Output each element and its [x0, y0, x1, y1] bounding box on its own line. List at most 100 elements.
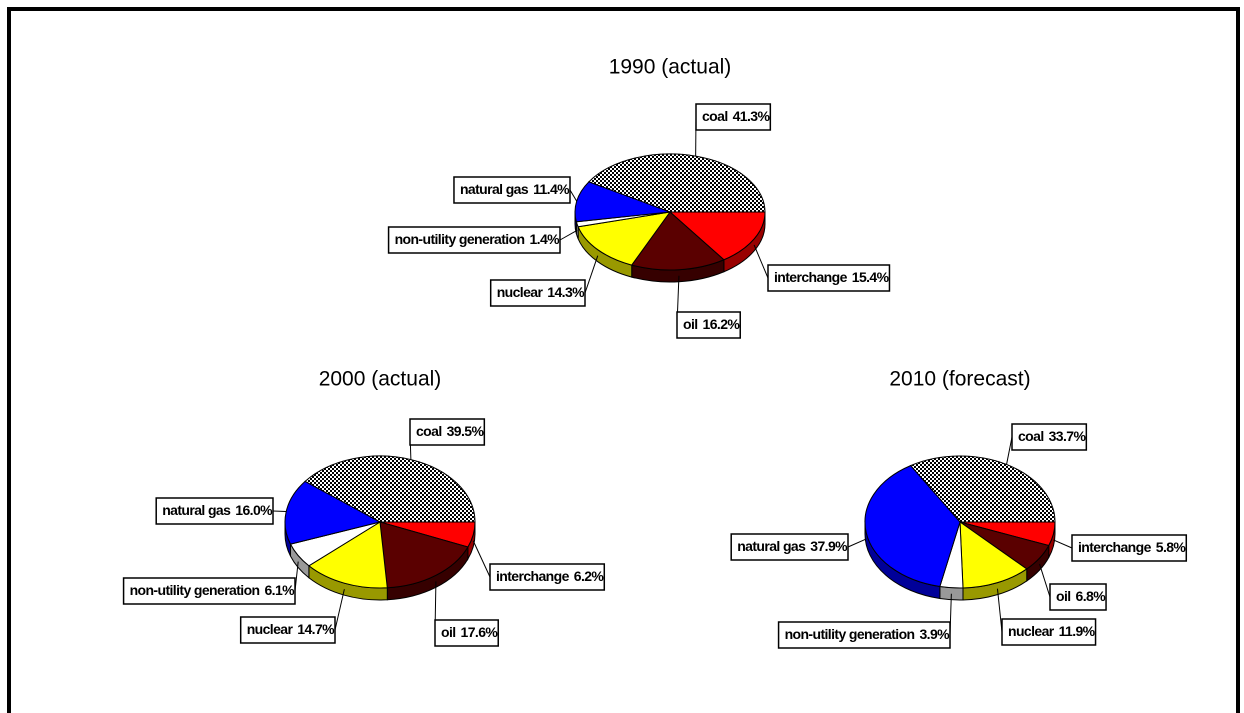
- category-label: coal: [416, 423, 442, 439]
- slice-label: natural gas 37.9%: [737, 538, 848, 554]
- slice: [577, 211, 672, 266]
- category-label: oil: [683, 316, 698, 332]
- label-box: [695, 103, 772, 131]
- slice: [284, 480, 382, 545]
- slice-label: coal 41.3%: [702, 108, 770, 124]
- slice-label: interchange 15.4%: [774, 269, 890, 285]
- category-label: oil: [1056, 588, 1071, 604]
- leader-line: [584, 255, 599, 294]
- value-label: 41.3%: [733, 108, 771, 124]
- value-label: 11.9%: [1059, 623, 1096, 639]
- label-box: [155, 497, 274, 525]
- slice-label: nuclear 11.9%: [1008, 623, 1096, 639]
- label-box: [387, 226, 561, 254]
- leader-line: [1053, 539, 1073, 549]
- leader-line: [1039, 563, 1051, 598]
- value-label: 39.5%: [447, 423, 485, 439]
- slice: [959, 521, 1028, 589]
- category-label: coal: [702, 108, 728, 124]
- slice: [668, 211, 766, 261]
- category-label: nuclear: [1008, 623, 1055, 639]
- chart-title: 1990 (actual): [609, 56, 732, 79]
- leader-line: [472, 540, 491, 578]
- label-box: [239, 616, 336, 644]
- value-label: 14.3%: [547, 284, 585, 300]
- slice-label: oil 6.8%: [1056, 588, 1106, 604]
- value-label: 16.0%: [235, 502, 273, 518]
- category-label: natural gas: [737, 538, 806, 554]
- slice-label: non-utility generation 3.9%: [785, 626, 951, 642]
- value-label: 6.2%: [574, 568, 605, 584]
- category-label: oil: [441, 624, 456, 640]
- label-box: [1001, 618, 1097, 646]
- slice: [304, 455, 476, 523]
- value-label: 16.2%: [703, 316, 741, 332]
- label-box: [730, 533, 849, 561]
- value-label: 17.6%: [461, 624, 499, 640]
- category-label: non-utility generation: [130, 582, 260, 598]
- value-label: 5.8%: [1156, 539, 1187, 555]
- category-label: natural gas: [460, 181, 529, 197]
- slice-label: nuclear 14.7%: [247, 621, 335, 637]
- label-box: [409, 418, 486, 446]
- leader-line: [753, 244, 769, 279]
- chart-title: 2000 (actual): [319, 368, 442, 391]
- slice: [909, 455, 1056, 523]
- category-label: coal: [1018, 428, 1044, 444]
- value-label: 6.1%: [264, 582, 295, 598]
- leader-line: [559, 229, 578, 241]
- slice-label: natural gas 11.4%: [460, 181, 570, 197]
- value-label: 37.9%: [810, 538, 848, 554]
- category-label: natural gas: [162, 502, 231, 518]
- slice-label: coal 33.7%: [1018, 428, 1086, 444]
- slice: [574, 181, 671, 223]
- slice-label: non-utility generation 1.4%: [395, 231, 561, 247]
- slice: [630, 211, 725, 271]
- slice: [379, 521, 469, 589]
- category-label: nuclear: [247, 621, 294, 637]
- category-label: interchange: [1078, 539, 1152, 555]
- chart-title: 2010 (forecast): [889, 368, 1030, 391]
- value-label: 6.8%: [1076, 588, 1107, 604]
- leader-line: [996, 588, 1003, 633]
- slice: [864, 465, 961, 588]
- value-label: 11.4%: [533, 181, 570, 197]
- label-box: [777, 621, 951, 649]
- label-box: [1011, 423, 1088, 451]
- category-label: nuclear: [497, 284, 544, 300]
- label-box: [489, 279, 586, 307]
- category-label: interchange: [496, 568, 570, 584]
- category-label: interchange: [774, 269, 848, 285]
- leader-line: [847, 538, 867, 548]
- slice: [308, 521, 388, 589]
- label-box: [676, 311, 741, 339]
- value-label: 14.7%: [297, 621, 335, 637]
- leader-line: [1006, 436, 1013, 465]
- frame: [7, 7, 1240, 713]
- value-label: 33.7%: [1049, 428, 1087, 444]
- value-label: 15.4%: [852, 269, 890, 285]
- slice-label: non-utility generation 6.1%: [130, 582, 296, 598]
- leader-line: [569, 189, 578, 202]
- slice-label: natural gas 16.0%: [162, 502, 273, 518]
- slice-label: oil 17.6%: [441, 624, 498, 640]
- label-box: [1071, 534, 1188, 562]
- value-label: 3.9%: [919, 626, 950, 642]
- category-label: non-utility generation: [395, 231, 525, 247]
- slice: [587, 153, 766, 213]
- leader-line: [334, 589, 345, 631]
- label-box: [434, 619, 499, 647]
- slice-label: coal 39.5%: [416, 423, 484, 439]
- slice-label: nuclear 14.3%: [497, 284, 585, 300]
- slice-label: interchange 5.8%: [1078, 539, 1186, 555]
- slice-label: interchange 6.2%: [496, 568, 604, 584]
- slice-label: oil 16.2%: [683, 316, 740, 332]
- label-box: [767, 264, 891, 292]
- label-box: [453, 176, 571, 204]
- label-box: [489, 563, 606, 591]
- label-box: [122, 577, 296, 605]
- label-box: [1049, 583, 1107, 611]
- category-label: non-utility generation: [785, 626, 915, 642]
